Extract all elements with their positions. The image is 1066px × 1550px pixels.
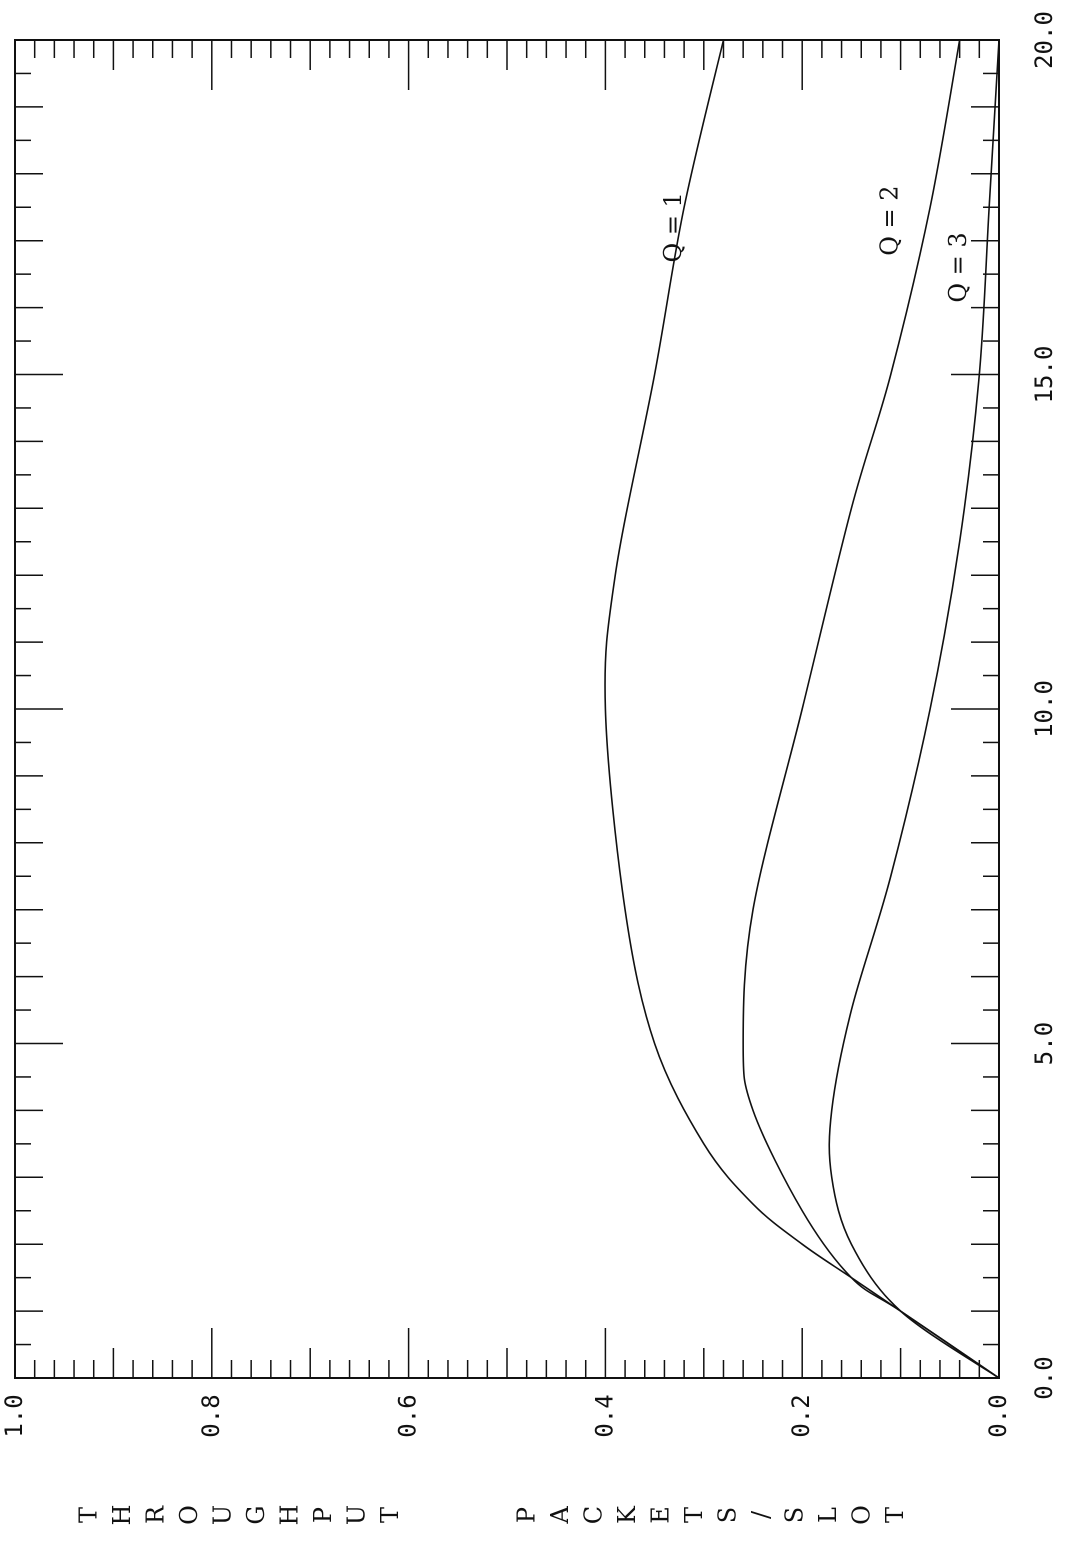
- axis-title-letter: O: [175, 1505, 203, 1525]
- y-tick-label: 15.0: [1030, 346, 1058, 404]
- axis-title-letter: T: [376, 1507, 404, 1523]
- axis-title-letter: P: [513, 1507, 541, 1523]
- y-tick-label: 5.0: [1030, 1022, 1058, 1065]
- axis-title-letter: L: [814, 1507, 842, 1523]
- series-curves: [604, 39, 1000, 1379]
- axis-title-letter: U: [343, 1505, 371, 1525]
- series-label: Q = 1: [659, 192, 687, 262]
- plot-frame: [14, 39, 1000, 1379]
- y-axis-title: P A C K E T S / S L O T: [513, 1505, 910, 1525]
- series-line: [604, 39, 1000, 1379]
- x-tick-label: 1.0: [0, 1394, 28, 1437]
- axis-title-letter: E: [647, 1506, 675, 1524]
- axis-title-letter: O: [848, 1505, 876, 1525]
- y-tick-label: 20.0: [1030, 11, 1058, 69]
- x-tick-label: 0.8: [197, 1394, 225, 1437]
- x-tick-label: 0.2: [787, 1394, 815, 1437]
- axis-title-letter: T: [680, 1507, 708, 1523]
- x-tick-label: 0.0: [984, 1394, 1012, 1437]
- axis-titles: T H R O U G H P U T P A C K E T S / S L O T: [75, 1505, 910, 1526]
- series-label: Q = 2: [875, 185, 903, 255]
- axis-title-letter: S: [781, 1507, 809, 1523]
- axis-title-letter: R: [142, 1505, 170, 1524]
- axis-title-letter: H: [276, 1505, 304, 1526]
- x-tick-label: 0.6: [394, 1394, 422, 1437]
- series-label: Q = 3: [944, 232, 972, 302]
- axis-title-letter: T: [75, 1507, 103, 1523]
- series-line: [742, 39, 1000, 1379]
- curve-labels: Q = 1 Q = 2 Q = 3: [659, 185, 972, 302]
- axis-ticks: [14, 39, 1000, 1379]
- y-tick-label: 10.0: [1030, 680, 1058, 738]
- series-line: [828, 39, 1000, 1379]
- axis-title-letter: K: [613, 1505, 641, 1524]
- axis-title-letter: T: [881, 1507, 909, 1523]
- axis-title-letter: S: [714, 1507, 742, 1523]
- axis-title-letter: H: [108, 1505, 136, 1526]
- axis-title-letter: C: [580, 1506, 608, 1524]
- y-tick-label: 0.0: [1030, 1356, 1058, 1399]
- axis-title-letter: A: [546, 1506, 574, 1525]
- axis-title-letter: /: [747, 1510, 775, 1519]
- axis-title-letter: U: [209, 1505, 237, 1525]
- tick-labels: 0.0 0.2 0.4 0.6 0.8 1.0 0.0 5.0 10.0 15.0 20.0: [0, 11, 1058, 1438]
- axis-title-letter: G: [242, 1505, 270, 1524]
- x-tick-label: 0.4: [590, 1394, 618, 1437]
- axis-title-letter: P: [309, 1507, 337, 1523]
